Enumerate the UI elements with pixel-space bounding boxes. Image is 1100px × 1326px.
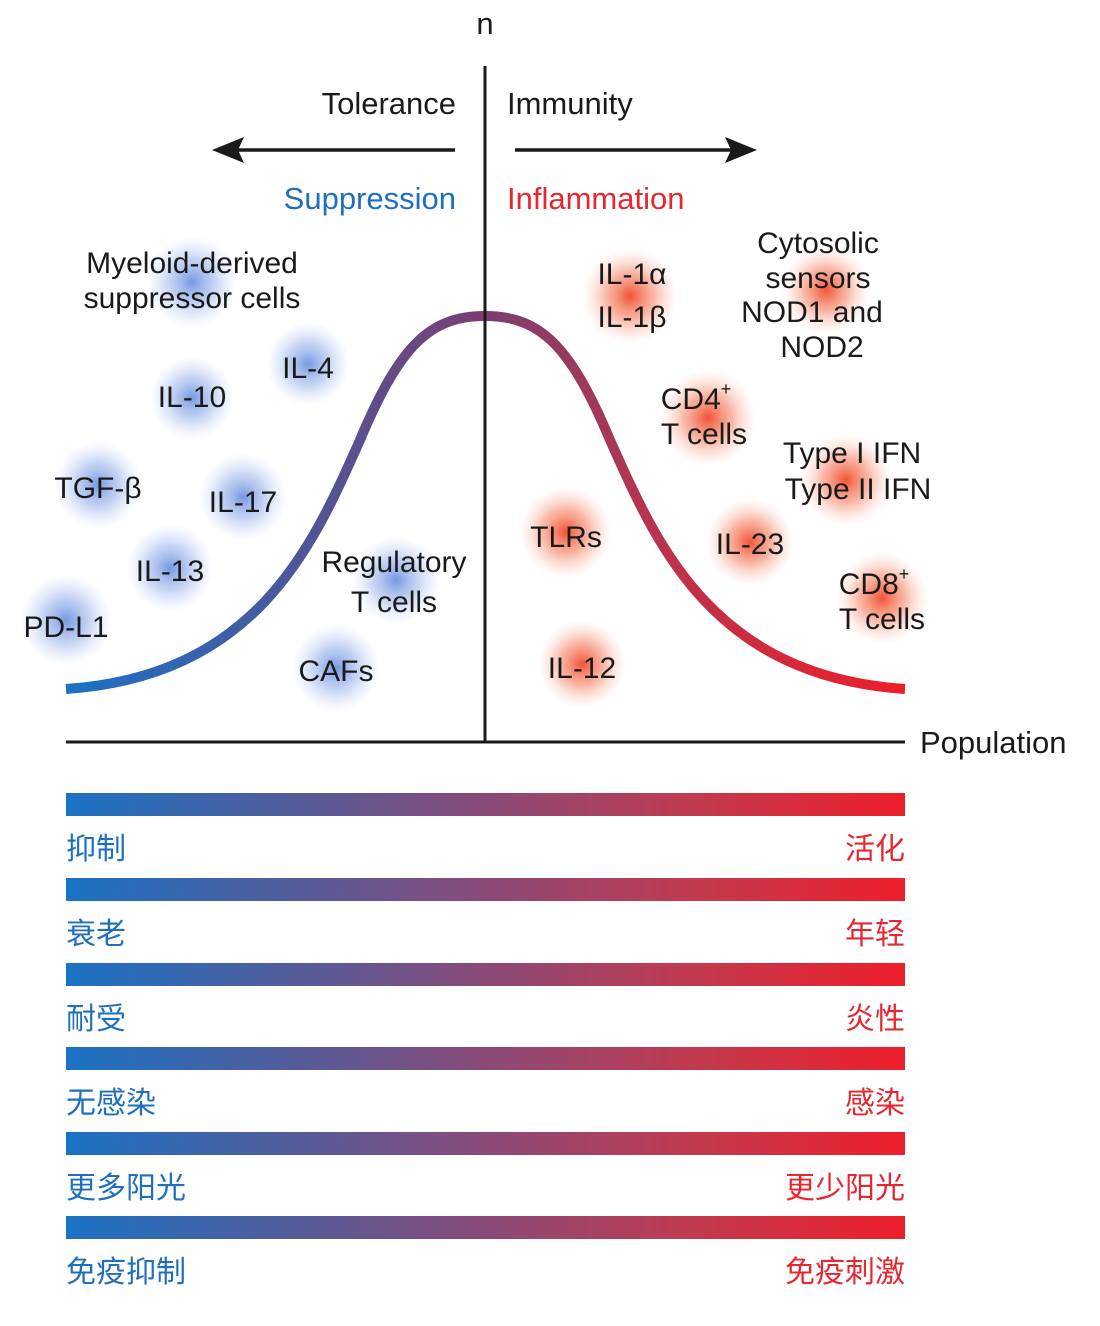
glow-pdl1 (20, 574, 112, 666)
cd4-text: CD4 (661, 383, 721, 416)
scale-2-right-label: 年轻 (845, 917, 905, 952)
glow-il13 (126, 524, 214, 612)
il1a-label: IL-1α (597, 258, 666, 291)
glow-cytosolic (782, 246, 870, 334)
scale-1-left-label: 抑制 (66, 832, 126, 867)
pdl1-label: PD-L1 (23, 611, 108, 644)
scale-bar-1 (66, 793, 905, 816)
x-axis-label: Population (920, 725, 1067, 760)
scale-2-left-label: 衰老 (66, 917, 126, 952)
glow-il10 (150, 356, 234, 440)
cytosolic-label-line1: Cytosolic (757, 227, 879, 260)
scale-1-right-label: 活化 (845, 832, 905, 867)
glow-il12 (538, 620, 626, 708)
cd4-label: CD4+ (661, 379, 732, 416)
treg-label-line1: Regulatory (321, 546, 466, 579)
ifn1-label: Type I IFN (783, 437, 921, 470)
glow-il23 (706, 498, 794, 586)
il12-label: IL-12 (548, 652, 616, 685)
glow-mdsc (146, 236, 238, 328)
scale-bar-2 (66, 878, 905, 901)
tgfb-label: TGF-β (54, 472, 141, 505)
scale-4-left-label: 无感染 (66, 1086, 156, 1121)
glow-cd4 (660, 370, 756, 466)
cafs-label: CAFs (299, 655, 374, 688)
scale-bar-5 (66, 1132, 905, 1155)
tolerance-label: Tolerance (322, 86, 456, 121)
scale-bar-4 (66, 1047, 905, 1070)
scale-6-left-label: 免疫抑制 (66, 1255, 186, 1290)
inflammation-label: Inflammation (507, 181, 684, 216)
suppression-label: Suppression (284, 181, 456, 216)
cd4-superscript: + (721, 379, 732, 399)
mdsc-label-line2: suppressor cells (84, 282, 301, 315)
tolerance-arrow (212, 137, 455, 163)
ifn2-label: Type II IFN (785, 473, 932, 506)
il23-label: IL-23 (716, 528, 784, 561)
cytosolic-label-line4: NOD2 (780, 331, 863, 364)
scale-5-right-label: 更少阳光 (785, 1171, 905, 1206)
cd4-label-line2: T cells (661, 418, 747, 451)
scale-6-right-label: 免疫刺激 (785, 1255, 905, 1290)
immune-balance-diagram: n Population Tolerance Immunity Suppress… (20, 6, 1067, 760)
glow-cd8 (836, 552, 928, 644)
glow-il17 (199, 453, 287, 541)
il13-label: IL-13 (136, 555, 204, 588)
glow-cafs (292, 624, 380, 712)
scale-3-left-label: 耐受 (66, 1002, 126, 1037)
y-axis-label: n (476, 6, 493, 41)
glow-tgfb (54, 441, 142, 529)
glow-tlrs (520, 486, 612, 578)
cd8-text: CD8 (839, 568, 899, 601)
tlrs-label: TLRs (530, 521, 602, 554)
suppression-glows (20, 236, 440, 712)
glow-treg (352, 536, 440, 624)
scale-3-right-label: 炎性 (845, 1002, 905, 1037)
cd8-label-line2: T cells (839, 603, 925, 636)
inflammation-glows (520, 246, 928, 708)
il17-label: IL-17 (209, 486, 277, 519)
scale-bar-3 (66, 963, 905, 986)
cd8-label: CD8+ (839, 564, 910, 601)
immunity-label: Immunity (507, 86, 633, 121)
cd8-superscript: + (899, 564, 910, 584)
glow-il1 (582, 248, 678, 344)
glow-ifn (800, 434, 892, 526)
scale-4-right-label: 感染 (845, 1086, 905, 1121)
glow-il4 (266, 322, 350, 406)
immunity-arrow (515, 137, 757, 163)
cytosolic-label-line2: sensors (765, 262, 870, 295)
mdsc-label-line1: Myeloid-derived (86, 247, 298, 280)
scale-5-left-label: 更多阳光 (66, 1171, 186, 1206)
treg-label-line2: T cells (351, 586, 437, 619)
il4-label: IL-4 (282, 352, 334, 385)
scale-bar-6 (66, 1216, 905, 1239)
cytosolic-label-line3: NOD1 and (741, 296, 883, 329)
il10-label: IL-10 (158, 381, 226, 414)
il1b-label: IL-1β (598, 301, 667, 334)
